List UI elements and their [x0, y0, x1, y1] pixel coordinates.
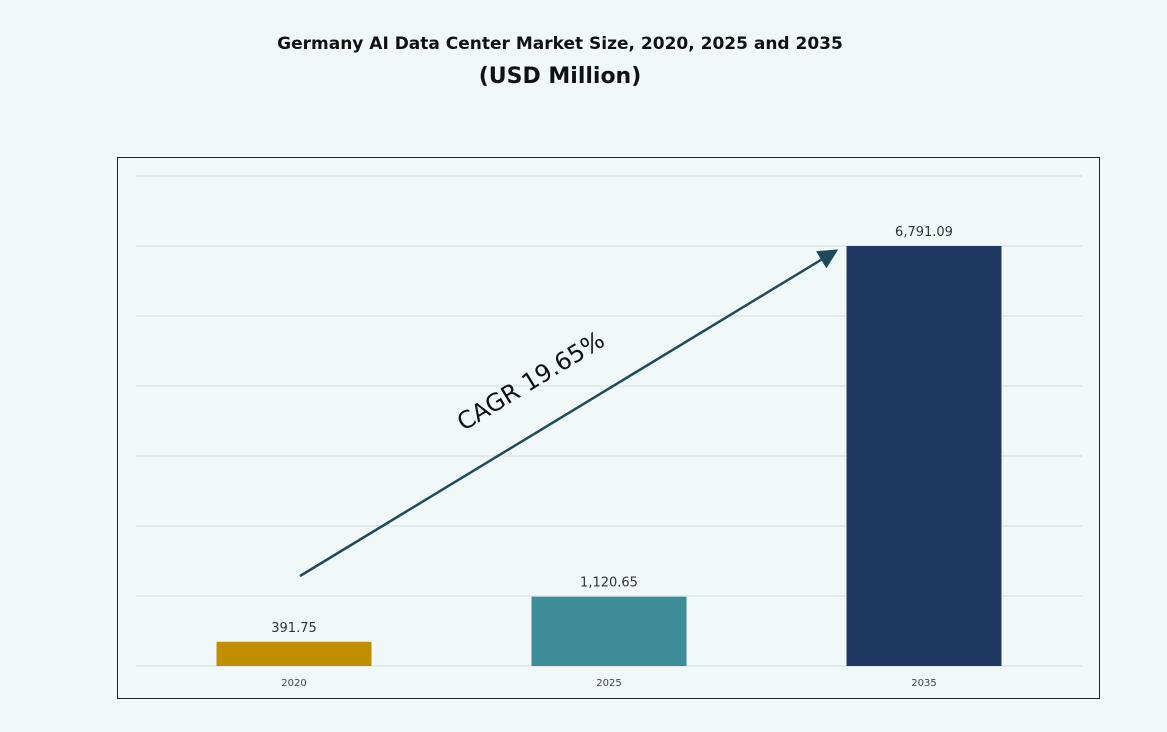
- cagr-arrow: [299, 249, 839, 578]
- x-tick-label: 2020: [281, 678, 306, 689]
- data-label: 1,120.65: [580, 576, 638, 591]
- chart-title: Germany AI Data Center Market Size, 2020…: [277, 34, 843, 54]
- cagr-annotation: CAGR 19.65%: [452, 326, 609, 437]
- bar-2035: [846, 246, 1002, 666]
- plot-area: [117, 157, 1100, 699]
- bar-2025: [531, 596, 687, 666]
- bar-2020: [216, 641, 372, 666]
- x-tick-label: 2025: [596, 678, 621, 689]
- x-tick-label: 2035: [911, 678, 936, 689]
- data-label: 6,791.09: [895, 225, 953, 240]
- chart-subtitle: (USD Million): [478, 64, 642, 89]
- data-label: 391.75: [271, 621, 317, 636]
